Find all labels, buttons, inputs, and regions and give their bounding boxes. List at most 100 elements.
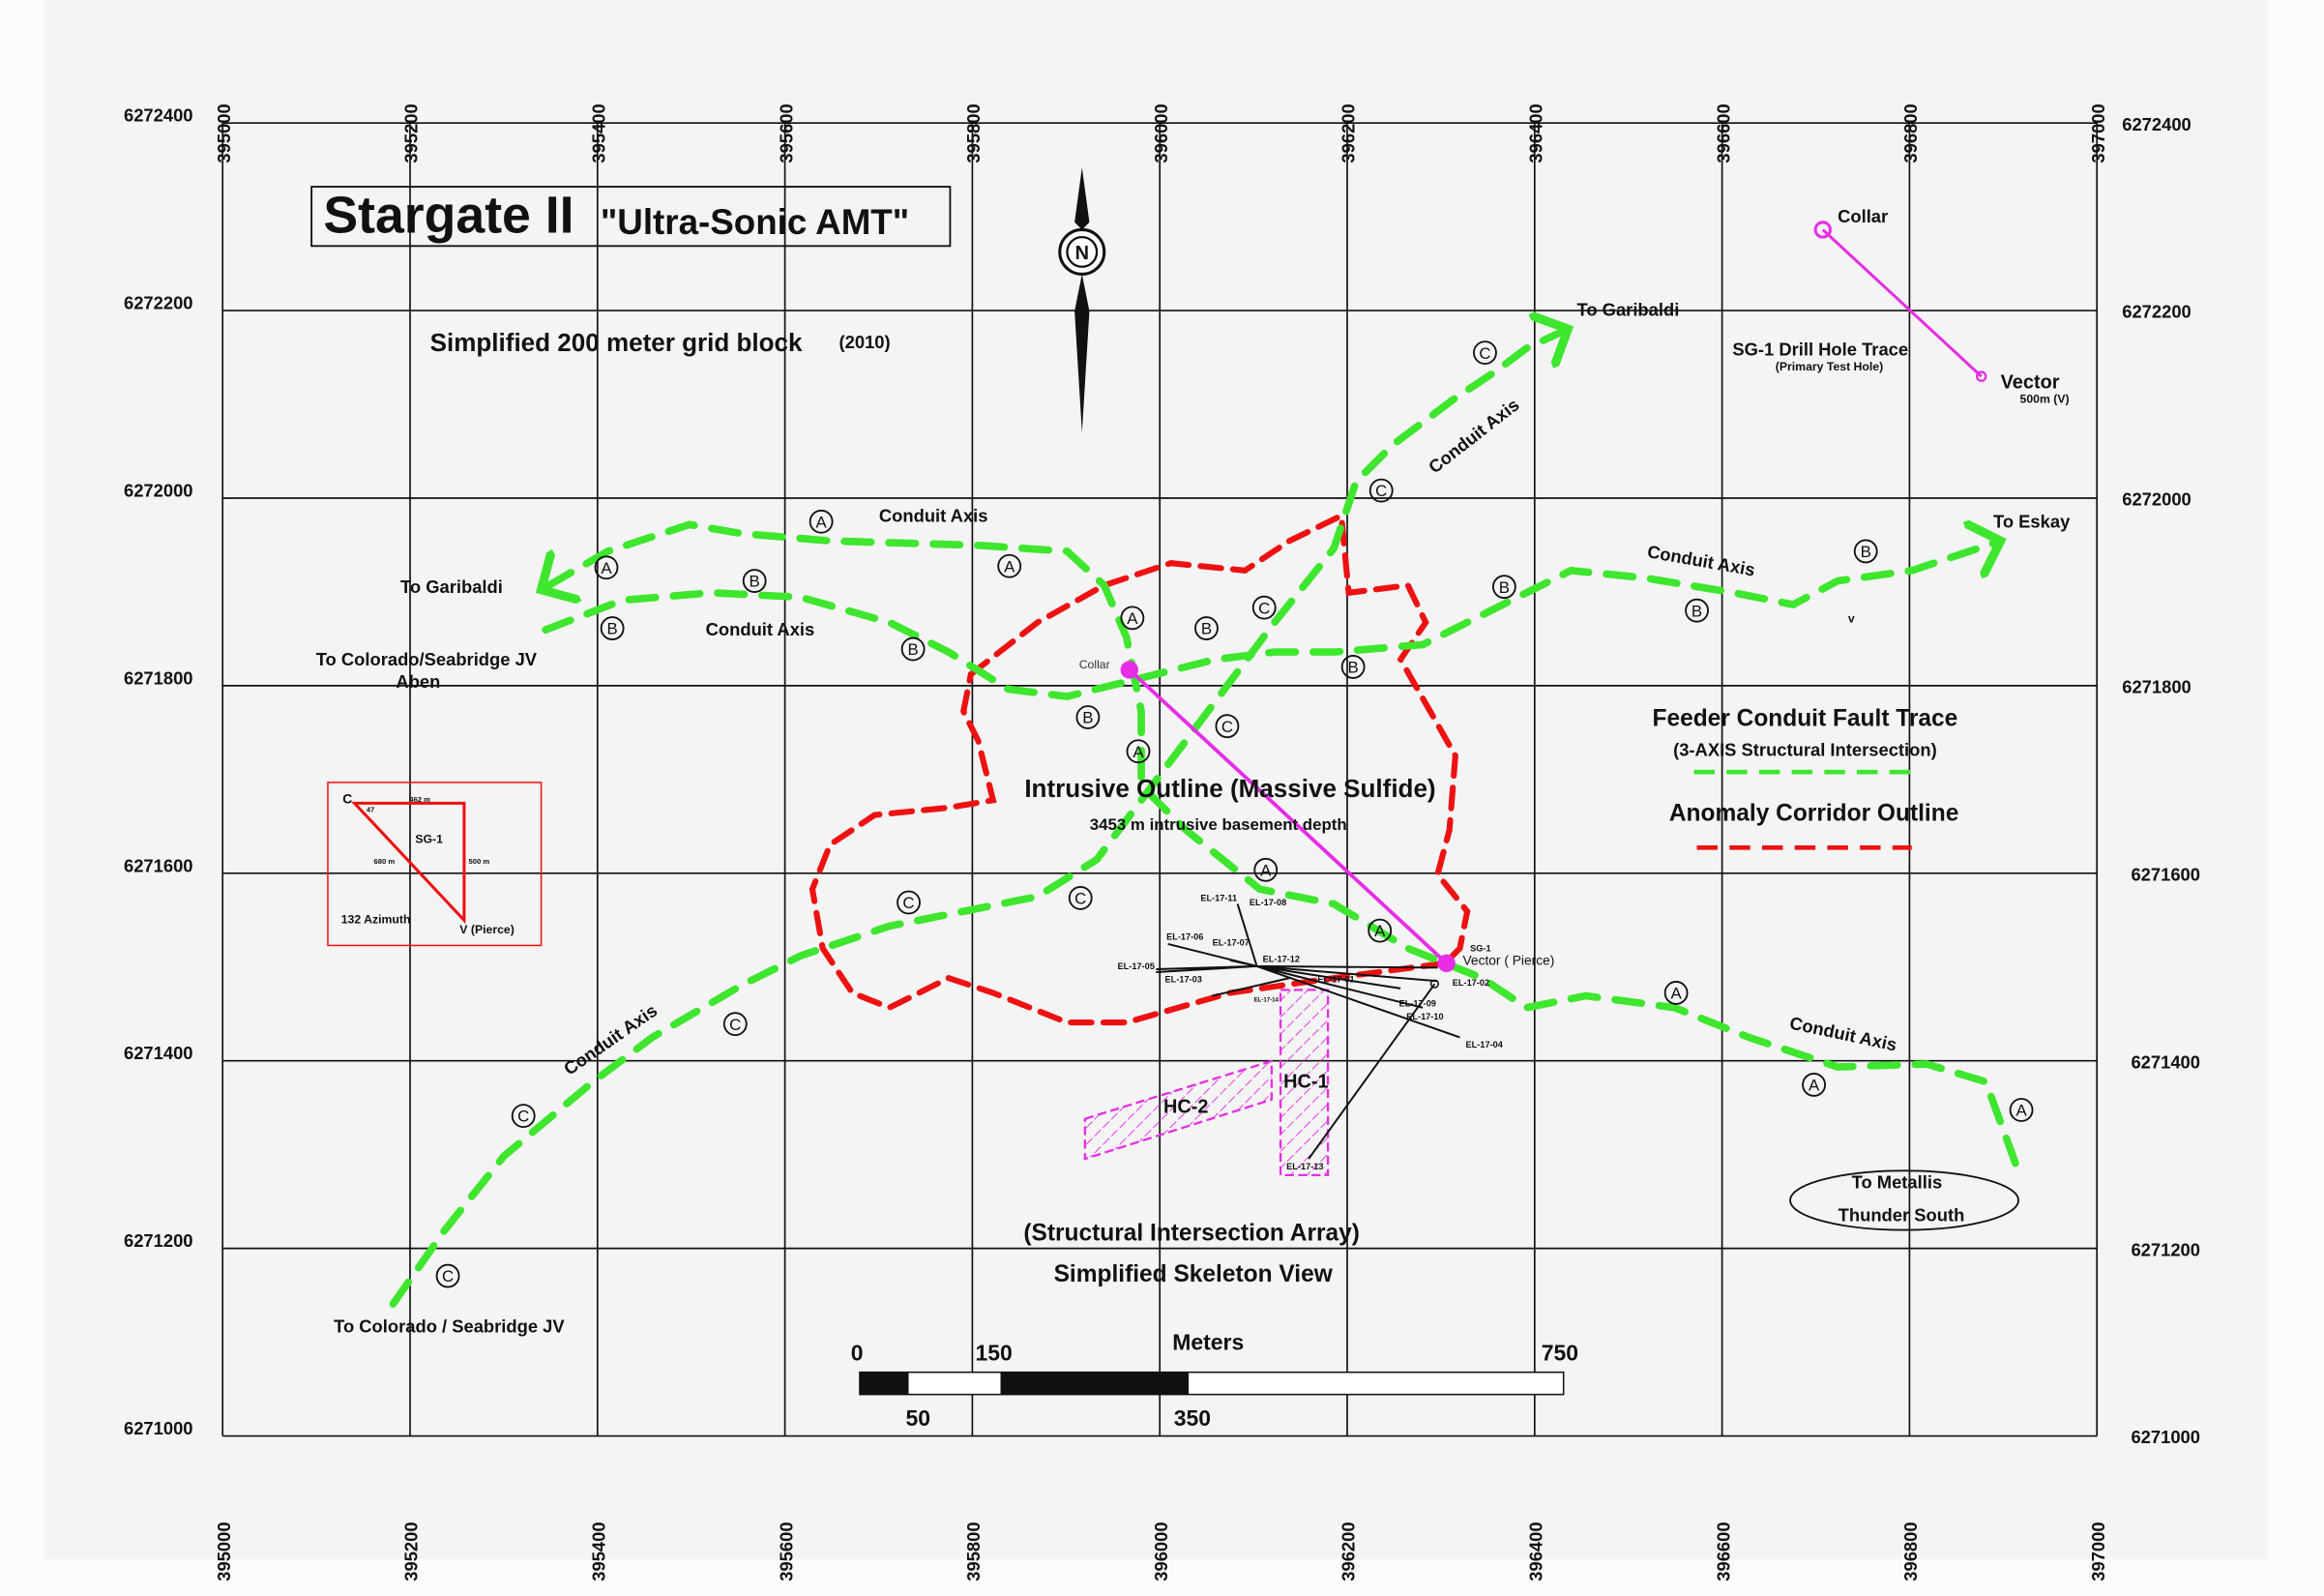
easting-label: 395800 <box>963 103 984 163</box>
easting-label: 396600 <box>1713 103 1733 163</box>
legend-collar-label: Collar <box>1838 206 1888 226</box>
legend-vector-label: Vector <box>2001 371 2060 393</box>
easting-label: 395600 <box>776 1522 796 1581</box>
easting-label: 396200 <box>1339 103 1359 163</box>
marker-letter: A <box>601 559 612 577</box>
corridor-marker-c: C <box>1368 478 1394 503</box>
conduit-axis-a <box>542 520 2019 1167</box>
corridor-marker-c: C <box>1251 595 1277 620</box>
corridor-marker-a: A <box>1253 857 1279 882</box>
corridor-marker-b: B <box>1194 616 1219 640</box>
corridor-marker-b: B <box>1075 705 1101 729</box>
collar-point <box>1120 661 1138 679</box>
inset-angle: 47 <box>367 806 375 814</box>
structural-array-label: (Structural Intersection Array) <box>1023 1220 1360 1246</box>
v-small-label: v <box>1848 611 1855 625</box>
easting-label: 396000 <box>1151 1522 1171 1581</box>
conduit-axis-label: Conduit Axis <box>706 619 815 639</box>
hc2-zone <box>1083 1059 1274 1161</box>
corridor-marker-b: B <box>1491 575 1516 600</box>
drill-hole-label: EL-17-12 <box>1263 954 1300 963</box>
inset-v: V (Pierce) <box>459 923 515 936</box>
scale-meters: Meters <box>1172 1330 1244 1355</box>
northing-label-left: 6271800 <box>124 667 193 688</box>
legend-feeder-sub: (3-AXIS Structural Intersection) <box>1673 739 1937 759</box>
marker-letter: C <box>442 1267 454 1286</box>
northing-label-right: 6271400 <box>2131 1051 2200 1072</box>
northing-label-right: 6271800 <box>2122 677 2192 697</box>
legend-vector-sub: 500m (V) <box>2020 393 2070 406</box>
to-metallis: To Metallis <box>1852 1172 1943 1193</box>
drill-hole-label: EL-17-09 <box>1399 998 1436 1008</box>
marker-letter: A <box>816 513 828 531</box>
corridor-marker-b: B <box>1340 655 1366 679</box>
drill-hole-label: EL-17-03 <box>1165 975 1202 985</box>
northing-label-right: 6271600 <box>2131 864 2200 884</box>
corridor-marker-a: A <box>1802 1073 1827 1097</box>
marker-letter: B <box>1082 709 1093 727</box>
marker-letter: B <box>750 573 760 591</box>
marker-letter: C <box>1221 718 1233 736</box>
northing-label-left: 6272400 <box>124 105 193 126</box>
marker-letter: C <box>1479 344 1490 363</box>
hc2-label: HC-2 <box>1163 1097 1208 1118</box>
marker-letter: A <box>1133 743 1144 761</box>
easting-label: 395000 <box>214 103 234 163</box>
to-eskay: To Eskay <box>1993 511 2071 531</box>
corridor-marker-a: A <box>594 555 619 580</box>
drill-hole-label: EL-17-05 <box>1118 961 1155 971</box>
scale-750: 750 <box>1542 1340 1578 1365</box>
corridor-marker-c: C <box>1215 714 1240 739</box>
northing-label-left: 6271400 <box>124 1043 193 1063</box>
drill-trace-title: SG-1 Drill Hole Trace <box>1732 340 1908 360</box>
marker-letter: B <box>606 620 617 638</box>
depth-label: 3453 m intrusive basement depth <box>1090 815 1347 834</box>
easting-label: 395000 <box>214 1522 234 1581</box>
easting-label: 395600 <box>776 103 796 163</box>
northing-label-right: 6271000 <box>2131 1427 2200 1447</box>
easting-label: 396200 <box>1339 1522 1359 1581</box>
marker-letter: A <box>1670 985 1682 1003</box>
northing-label-left: 6271600 <box>124 855 193 875</box>
corridor-marker-a: A <box>1368 918 1393 943</box>
northing-label-left: 6271200 <box>124 1230 193 1251</box>
hc1-label: HC-1 <box>1283 1072 1328 1093</box>
skeleton-view-label: Simplified Skeleton View <box>1054 1261 1334 1287</box>
aben-label: Aben <box>396 671 440 692</box>
marker-letter: B <box>907 640 918 659</box>
vector-pierce-label: Vector ( Pierce) <box>1463 953 1555 967</box>
marker-letter: A <box>1127 609 1138 628</box>
marker-letter: C <box>517 1108 529 1126</box>
marker-letter: A <box>1004 557 1015 576</box>
corridor-marker-c: C <box>897 890 921 915</box>
title-main: Stargate II <box>323 187 574 245</box>
metallis-ellipse <box>1789 1169 2019 1231</box>
year-label: (2010) <box>839 332 891 352</box>
drill-trace-subtitle: (Primary Test Hole) <box>1776 360 1883 373</box>
marker-letter: C <box>1258 599 1270 617</box>
marker-letter: C <box>902 894 914 912</box>
easting-label: 396400 <box>1525 1522 1545 1581</box>
corridor-markers: A A A A A A A A A A B B B B B B B B B C C C C C C C C C <box>435 340 2034 1288</box>
drill-hole-label: EL-17-10 <box>1406 1012 1443 1021</box>
northing-label-right: 6272400 <box>2122 114 2192 134</box>
easting-label: 397000 <box>2088 103 2108 163</box>
drill-hole-label: EL-17-08 <box>1250 898 1286 907</box>
northing-label-right: 6271200 <box>2131 1239 2200 1259</box>
legend-anomaly-label: Anomaly Corridor Outline <box>1669 801 1958 827</box>
hc1-zone <box>1279 989 1330 1177</box>
scale-350: 350 <box>1174 1405 1211 1431</box>
drill-traces <box>1156 903 1460 1160</box>
drill-hole-label: EL-17-11 <box>1200 893 1237 902</box>
easting-label: 396000 <box>1151 103 1171 163</box>
vector-point <box>1437 954 1456 973</box>
north-arrow-icon: N <box>1058 167 1106 433</box>
title-sub: "Ultra-Sonic AMT" <box>601 202 909 242</box>
sg1-trace-line <box>1128 668 1448 965</box>
conduit-axis-b <box>542 541 2000 700</box>
to-garibaldi-ne: To Garibaldi <box>1576 299 1679 319</box>
corridor-marker-c: C <box>1068 886 1093 910</box>
inset-top: 462 m <box>409 795 430 804</box>
inset-side: 500 m <box>469 857 490 866</box>
